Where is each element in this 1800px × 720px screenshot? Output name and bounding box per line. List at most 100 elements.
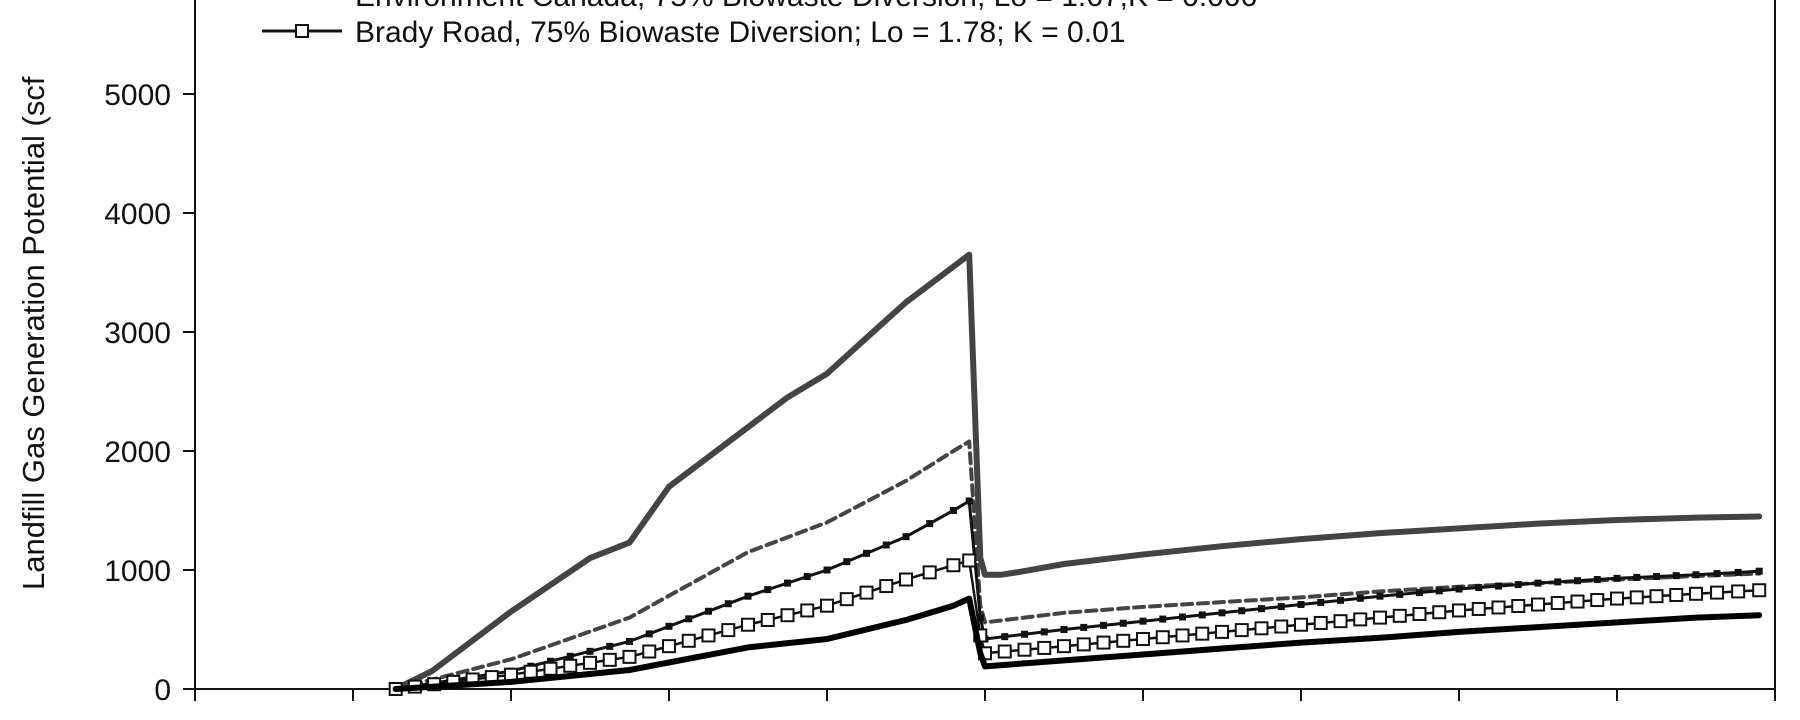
series-4-marker <box>760 612 775 627</box>
series-4-marker <box>662 639 676 654</box>
series-3-marker <box>1574 577 1581 585</box>
series-3-marker <box>1218 609 1226 617</box>
series-3-marker <box>566 652 574 660</box>
series-3-marker <box>803 573 811 581</box>
series-4-marker <box>523 664 538 679</box>
series-4-marker <box>1195 626 1210 641</box>
series-4-marker <box>1136 632 1150 647</box>
series-4-marker <box>1294 617 1308 632</box>
series-1-line <box>392 251 1763 692</box>
series-4-marker <box>820 598 834 613</box>
series-3-marker <box>1258 605 1265 613</box>
series-3-marker <box>1713 570 1721 578</box>
series-4-marker <box>1057 639 1071 654</box>
series-3-marker <box>744 592 752 600</box>
series-3-marker <box>1416 589 1423 597</box>
series-4-marker <box>1373 610 1387 625</box>
series-4-marker <box>899 572 913 587</box>
series-3-marker <box>823 566 831 574</box>
y-tick-label: 4000 <box>104 198 171 231</box>
series-3-marker <box>1139 617 1147 625</box>
series-3-marker <box>685 615 693 623</box>
series-3-marker <box>1495 582 1502 590</box>
series-4-marker <box>1116 633 1131 648</box>
series-3-marker <box>1198 611 1206 619</box>
series-3-marker <box>965 497 973 505</box>
series-4-marker <box>839 592 854 607</box>
series-4-marker <box>859 585 874 600</box>
series-4-marker <box>1649 589 1664 604</box>
series-4-marker <box>642 644 657 659</box>
series-4-marker <box>622 649 637 664</box>
series-3-marker <box>1080 623 1088 631</box>
series-4-marker <box>962 553 977 568</box>
series-4-marker <box>1017 642 1032 657</box>
series-3-marker <box>1356 594 1364 602</box>
y-axis-ticks: 0 1000 2000 3000 4000 5000 <box>104 79 195 707</box>
series-4-marker <box>1215 624 1229 639</box>
series-4-marker <box>1669 587 1684 602</box>
y-tick-label: 5000 <box>104 79 171 112</box>
series-3-marker <box>645 630 653 638</box>
series-3-marker <box>902 533 910 541</box>
series-4-marker <box>1610 591 1624 606</box>
series-4-marker <box>1254 621 1269 636</box>
series-4-marker <box>721 623 736 638</box>
x-axis-ticks <box>194 689 1776 701</box>
series-4-marker <box>1511 598 1526 613</box>
series-4-marker <box>1175 628 1190 643</box>
y-tick-label: 0 <box>154 674 171 707</box>
series-3-marker <box>1317 598 1325 606</box>
series-4-marker <box>1432 605 1447 620</box>
series-3-marker <box>1119 619 1127 627</box>
series-3-marker <box>1514 581 1522 589</box>
series-3-marker <box>1337 596 1344 604</box>
series-4-marker <box>1234 623 1249 638</box>
y-tick-label: 3000 <box>104 317 171 350</box>
series-3-marker <box>1277 603 1285 611</box>
series-4-marker <box>701 628 716 643</box>
series-4-marker <box>1096 635 1111 650</box>
series-3-marker <box>1060 626 1068 633</box>
series-4-marker <box>946 558 961 573</box>
series-4-marker <box>879 579 894 594</box>
series-4-marker <box>1452 603 1466 618</box>
legend-clipped-entry-label: Environment Canada, 75% Biowaste Diversi… <box>355 0 1257 13</box>
series-4-marker <box>583 655 597 670</box>
series-3-marker <box>1692 571 1700 579</box>
series-3-marker <box>764 586 772 594</box>
series-3-marker <box>1396 590 1404 598</box>
series-3-marker <box>949 507 957 514</box>
series-3-marker <box>547 657 554 665</box>
series-3-marker <box>863 549 870 557</box>
series-3-marker <box>1534 579 1542 587</box>
legend-entry-label: Brady Road, 75% Biowaste Diversion; Lo =… <box>355 16 1125 49</box>
series-3-marker <box>626 637 633 645</box>
series-4-marker <box>602 652 617 667</box>
series-4-marker <box>1550 596 1565 611</box>
series-3-marker <box>1159 615 1167 623</box>
series-3-marker <box>1593 576 1601 584</box>
series-4-marker <box>1471 601 1486 616</box>
series-3-marker <box>1613 574 1621 582</box>
series-4-marker <box>543 661 558 676</box>
series-4-marker <box>1076 637 1091 652</box>
series-4-marker <box>1629 590 1644 605</box>
series-3-marker <box>665 622 673 630</box>
series-4-marker <box>1752 583 1767 598</box>
series-4-marker <box>1531 597 1545 612</box>
series-3-marker <box>976 614 984 622</box>
series-3-marker <box>1653 573 1660 581</box>
series-3-marker <box>1021 630 1028 638</box>
series-5-line <box>392 595 1763 692</box>
series-3-marker <box>882 541 890 549</box>
series-4-marker <box>1710 585 1725 600</box>
series-4-marker <box>1570 594 1585 609</box>
series-3-marker <box>1734 568 1742 576</box>
series-3-marker <box>843 558 851 566</box>
series-3-marker <box>1179 613 1186 621</box>
legend-entry-marker <box>295 24 309 38</box>
series-4-marker <box>563 658 578 673</box>
series-4-marker <box>1689 586 1703 601</box>
